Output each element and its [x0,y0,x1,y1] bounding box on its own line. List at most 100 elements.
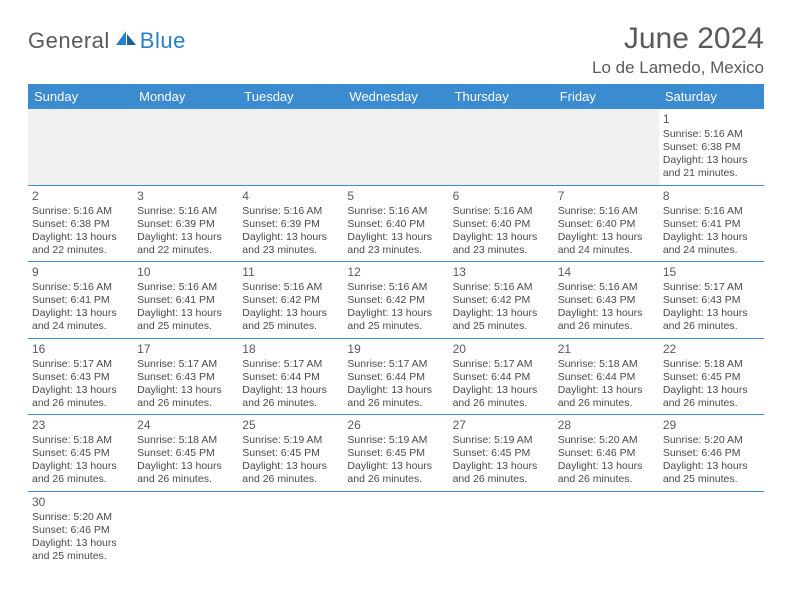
month-title: June 2024 [592,22,764,56]
day-number: 24 [137,418,234,433]
sunset-text: Sunset: 6:46 PM [663,447,760,460]
sunrise-text: Sunrise: 5:20 AM [663,434,760,447]
calendar-cell: 5Sunrise: 5:16 AMSunset: 6:40 PMDaylight… [343,186,448,263]
sunrise-text: Sunrise: 5:16 AM [663,128,760,141]
calendar-cell: 19Sunrise: 5:17 AMSunset: 6:44 PMDayligh… [343,339,448,416]
daylight2-text: and 26 minutes. [137,397,234,410]
daylight2-text: and 26 minutes. [558,320,655,333]
daylight1-text: Daylight: 13 hours [663,231,760,244]
day-number: 23 [32,418,129,433]
calendar-cell: 6Sunrise: 5:16 AMSunset: 6:40 PMDaylight… [449,186,554,263]
sunrise-text: Sunrise: 5:16 AM [558,205,655,218]
day-number: 14 [558,265,655,280]
daylight1-text: Daylight: 13 hours [558,307,655,320]
calendar-cell: 9Sunrise: 5:16 AMSunset: 6:41 PMDaylight… [28,262,133,339]
sunrise-text: Sunrise: 5:17 AM [453,358,550,371]
sunrise-text: Sunrise: 5:19 AM [347,434,444,447]
calendar-cell: 23Sunrise: 5:18 AMSunset: 6:45 PMDayligh… [28,415,133,492]
day-number: 20 [453,342,550,357]
calendar-cell-blank [343,492,448,568]
day-header: Wednesday [343,84,448,109]
calendar-cell: 8Sunrise: 5:16 AMSunset: 6:41 PMDaylight… [659,186,764,263]
sunset-text: Sunset: 6:45 PM [137,447,234,460]
calendar-cell: 25Sunrise: 5:19 AMSunset: 6:45 PMDayligh… [238,415,343,492]
daylight2-text: and 26 minutes. [347,397,444,410]
calendar-cell: 3Sunrise: 5:16 AMSunset: 6:39 PMDaylight… [133,186,238,263]
day-number: 17 [137,342,234,357]
sunset-text: Sunset: 6:46 PM [558,447,655,460]
calendar-cell: 4Sunrise: 5:16 AMSunset: 6:39 PMDaylight… [238,186,343,263]
calendar-cell: 16Sunrise: 5:17 AMSunset: 6:43 PMDayligh… [28,339,133,416]
sunrise-text: Sunrise: 5:16 AM [137,281,234,294]
daylight1-text: Daylight: 13 hours [242,231,339,244]
calendar-cell: 12Sunrise: 5:16 AMSunset: 6:42 PMDayligh… [343,262,448,339]
daylight1-text: Daylight: 13 hours [242,460,339,473]
sunset-text: Sunset: 6:45 PM [32,447,129,460]
sunset-text: Sunset: 6:38 PM [663,141,760,154]
calendar-cell: 28Sunrise: 5:20 AMSunset: 6:46 PMDayligh… [554,415,659,492]
calendar-cell: 30Sunrise: 5:20 AMSunset: 6:46 PMDayligh… [28,492,133,568]
title-block: June 2024 Lo de Lamedo, Mexico [592,22,764,78]
calendar-cell: 29Sunrise: 5:20 AMSunset: 6:46 PMDayligh… [659,415,764,492]
day-number: 6 [453,189,550,204]
sunset-text: Sunset: 6:43 PM [663,294,760,307]
daylight1-text: Daylight: 13 hours [32,460,129,473]
sunset-text: Sunset: 6:42 PM [347,294,444,307]
sunrise-text: Sunrise: 5:16 AM [347,205,444,218]
daylight2-text: and 26 minutes. [453,473,550,486]
sunrise-text: Sunrise: 5:18 AM [32,434,129,447]
sunrise-text: Sunrise: 5:16 AM [137,205,234,218]
sunrise-text: Sunrise: 5:17 AM [663,281,760,294]
day-header: Tuesday [238,84,343,109]
calendar-cell-blank [659,492,764,568]
day-number: 5 [347,189,444,204]
day-number: 27 [453,418,550,433]
calendar-cell: 22Sunrise: 5:18 AMSunset: 6:45 PMDayligh… [659,339,764,416]
sunset-text: Sunset: 6:46 PM [32,524,129,537]
daylight1-text: Daylight: 13 hours [347,460,444,473]
sunset-text: Sunset: 6:44 PM [558,371,655,384]
sunrise-text: Sunrise: 5:16 AM [453,205,550,218]
daylight2-text: and 26 minutes. [137,473,234,486]
daylight2-text: and 23 minutes. [242,244,339,257]
sunset-text: Sunset: 6:41 PM [32,294,129,307]
day-number: 19 [347,342,444,357]
day-number: 22 [663,342,760,357]
sunset-text: Sunset: 6:42 PM [453,294,550,307]
sunrise-text: Sunrise: 5:20 AM [558,434,655,447]
calendar-cell: 2Sunrise: 5:16 AMSunset: 6:38 PMDaylight… [28,186,133,263]
sunrise-text: Sunrise: 5:18 AM [558,358,655,371]
day-number: 29 [663,418,760,433]
daylight1-text: Daylight: 13 hours [453,384,550,397]
daylight2-text: and 26 minutes. [242,397,339,410]
sunset-text: Sunset: 6:41 PM [663,218,760,231]
daylight2-text: and 24 minutes. [32,320,129,333]
sunset-text: Sunset: 6:43 PM [558,294,655,307]
sunrise-text: Sunrise: 5:17 AM [242,358,339,371]
sunset-text: Sunset: 6:45 PM [347,447,444,460]
calendar-page: General Blue June 2024 Lo de Lamedo, Mex… [0,0,792,589]
calendar-cell: 27Sunrise: 5:19 AMSunset: 6:45 PMDayligh… [449,415,554,492]
calendar-grid: SundayMondayTuesdayWednesdayThursdayFrid… [28,84,764,567]
day-number: 18 [242,342,339,357]
sunrise-text: Sunrise: 5:18 AM [663,358,760,371]
daylight2-text: and 24 minutes. [558,244,655,257]
sunset-text: Sunset: 6:38 PM [32,218,129,231]
sunrise-text: Sunrise: 5:16 AM [663,205,760,218]
sunrise-text: Sunrise: 5:17 AM [347,358,444,371]
daylight1-text: Daylight: 13 hours [558,460,655,473]
daylight1-text: Daylight: 13 hours [137,460,234,473]
sunset-text: Sunset: 6:39 PM [242,218,339,231]
day-number: 13 [453,265,550,280]
daylight2-text: and 26 minutes. [663,397,760,410]
daylight2-text: and 26 minutes. [32,473,129,486]
daylight2-text: and 25 minutes. [137,320,234,333]
calendar-cell: 7Sunrise: 5:16 AMSunset: 6:40 PMDaylight… [554,186,659,263]
day-number: 4 [242,189,339,204]
calendar-cell: 13Sunrise: 5:16 AMSunset: 6:42 PMDayligh… [449,262,554,339]
day-number: 28 [558,418,655,433]
sunset-text: Sunset: 6:45 PM [663,371,760,384]
brand-part1: General [28,28,110,54]
calendar-cell: 26Sunrise: 5:19 AMSunset: 6:45 PMDayligh… [343,415,448,492]
daylight2-text: and 26 minutes. [453,397,550,410]
